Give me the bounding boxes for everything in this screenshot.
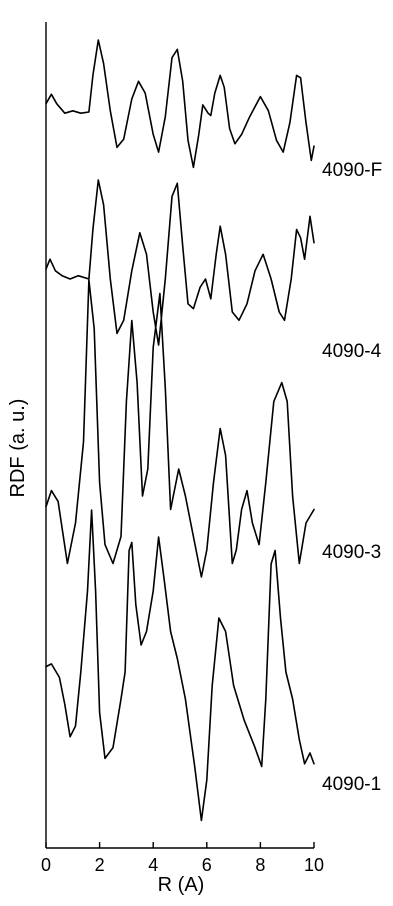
series-line-4090-1 [45,509,315,822]
axes: 0 2 4 6 8 10 [41,22,324,875]
x-tick-label: 0 [41,855,51,875]
series-line-4090-4 [45,179,315,346]
series-label-4090-3: 4090-3 [322,542,381,563]
x-tick-label: 6 [202,855,212,875]
x-axis-title: R (A) [158,874,205,896]
series-traces [45,39,315,822]
series-labels: 4090-F 4090-4 4090-3 4090-1 [322,160,382,795]
x-tick-label: 4 [148,855,158,875]
series-label-4090-f: 4090-F [322,160,382,181]
series-label-4090-4: 4090-4 [322,341,382,362]
series-line-4090-f [45,39,315,169]
y-axis-title: RDF (a. u.) [7,399,29,498]
series-line-4090-3 [45,279,315,578]
x-tick-label: 10 [304,855,324,875]
series-label-4090-1: 4090-1 [322,774,381,795]
x-tick-label: 8 [255,855,265,875]
x-tick-label: 2 [95,855,105,875]
